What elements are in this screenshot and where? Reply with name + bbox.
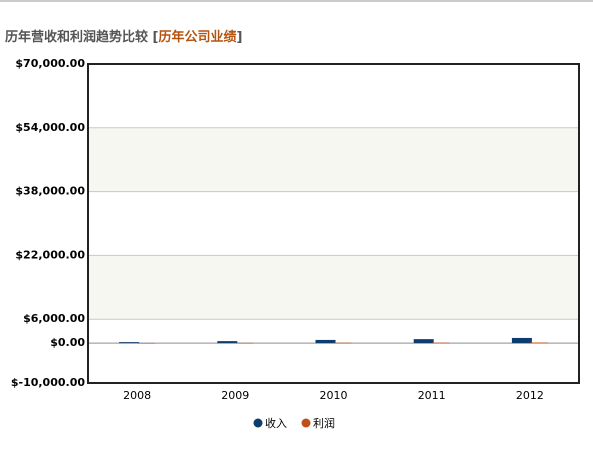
bar xyxy=(511,337,532,344)
bar xyxy=(529,342,548,344)
y-tick-label: $-10,000.00 xyxy=(11,376,85,389)
x-tick-label: 2008 xyxy=(123,389,151,402)
plot-background xyxy=(88,64,579,383)
title-end: ] xyxy=(236,30,242,45)
x-tick-label: 2012 xyxy=(516,389,544,402)
chart-title: 历年营收和利润趋势比较 [ xyxy=(5,29,159,45)
legend-label: 利润 xyxy=(313,416,335,430)
x-tick-label: 2009 xyxy=(221,389,249,402)
bar xyxy=(315,339,336,344)
y-tick-label: $22,000.00 xyxy=(15,248,85,261)
plot-band xyxy=(88,255,579,320)
plot-band xyxy=(88,127,579,192)
bar xyxy=(137,342,156,344)
y-tick-label: $6,000.00 xyxy=(23,312,85,325)
bar xyxy=(333,342,352,344)
title-text: 历年营收和利润趋势比较 [历年公司业绩] xyxy=(5,29,242,45)
y-tick-label: $54,000.00 xyxy=(15,121,85,134)
bar xyxy=(119,342,140,344)
y-tick-label: $70,000.00 xyxy=(15,57,85,70)
title-link[interactable]: 历年公司业绩 xyxy=(158,29,236,45)
bar xyxy=(431,342,450,344)
y-tick-label: $0.00 xyxy=(50,336,85,349)
bar xyxy=(217,341,238,344)
bar xyxy=(413,339,434,344)
legend-marker xyxy=(301,418,311,428)
y-tick-label: $38,000.00 xyxy=(15,185,85,198)
bar xyxy=(235,342,254,344)
x-tick-label: 2011 xyxy=(418,389,446,402)
legend-marker xyxy=(253,418,263,428)
plot-border xyxy=(87,63,580,384)
x-tick-label: 2010 xyxy=(320,389,348,402)
legend-label: 收入 xyxy=(265,416,287,430)
